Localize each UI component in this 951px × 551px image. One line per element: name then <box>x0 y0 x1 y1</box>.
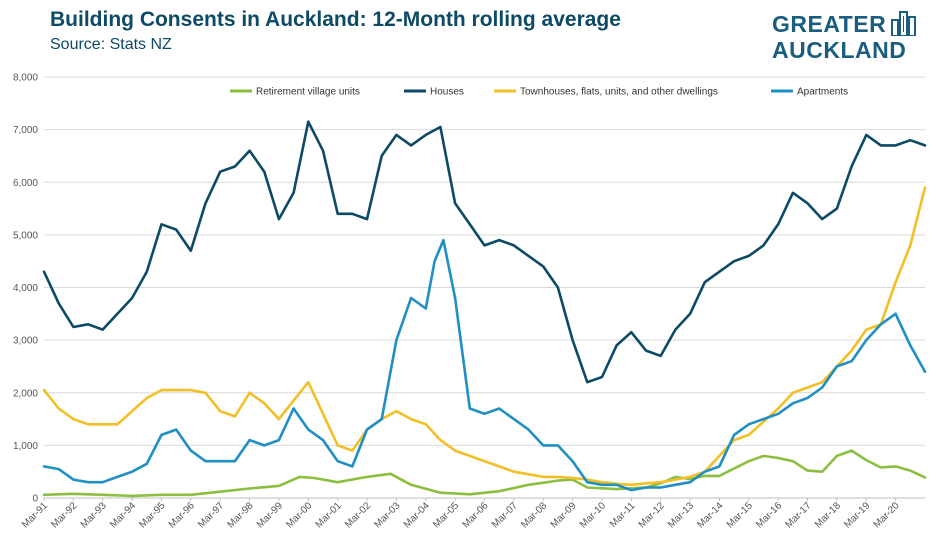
legend-label: Townhouses, flats, units, and other dwel… <box>520 87 718 98</box>
y-tick-label: 4,000 <box>13 283 38 294</box>
logo-line-1: GREATER <box>772 11 887 37</box>
x-tick-label: Mar-03 <box>372 500 402 530</box>
x-tick-label: Mar-08 <box>519 500 549 530</box>
x-tick-label: Mar-96 <box>167 500 197 530</box>
x-tick-label: Mar-20 <box>872 500 902 530</box>
gridlines <box>44 76 925 499</box>
x-tick-label: Mar-04 <box>402 500 432 530</box>
x-tick-label: Mar-02 <box>343 500 373 530</box>
x-tick-label: Mar-93 <box>79 500 109 530</box>
x-tick-label: Mar-94 <box>108 500 138 530</box>
series-line-retirement-village-units <box>42 449 927 498</box>
x-tick-label: Mar-92 <box>49 500 79 530</box>
x-tick-label: Mar-09 <box>549 500 579 530</box>
x-tick-label: Mar-91 <box>20 500 50 530</box>
x-tick-label: Mar-18 <box>813 500 843 530</box>
x-tick-label: Mar-07 <box>490 500 520 530</box>
y-tick-label: 1,000 <box>13 441 38 452</box>
chart-title: Building Consents in Auckland: 12-Month … <box>50 8 621 31</box>
x-tick-label: Mar-17 <box>783 500 813 530</box>
legend-label: Retirement village units <box>256 87 360 98</box>
x-tick-label: Mar-15 <box>725 500 755 530</box>
greater-auckland-logo: GREATER AUCKLAND <box>772 10 932 66</box>
x-tick-label: Mar-97 <box>196 500 226 530</box>
legend-label: Apartments <box>797 87 848 98</box>
x-tick-label: Mar-16 <box>754 500 784 530</box>
y-tick-label: 2,000 <box>13 388 38 399</box>
legend-label: Houses <box>430 87 464 98</box>
x-tick-label: Mar-01 <box>314 500 344 530</box>
y-tick-label: 6,000 <box>13 178 38 189</box>
x-tick-label: Mar-99 <box>255 500 285 530</box>
x-tick-label: Mar-19 <box>842 500 872 530</box>
x-tick-label: Mar-05 <box>431 500 461 530</box>
series-line-townhouses-flats-units-and-other-dwellings <box>42 186 927 487</box>
series-lines <box>42 120 927 498</box>
x-axis-ticks: Mar-91 Mar-92 Mar-93 Mar-94 Mar-95 Mar-96 Mar-… <box>20 498 902 531</box>
x-tick-label: Mar-13 <box>666 500 696 530</box>
x-tick-label: Mar-00 <box>284 500 314 530</box>
legend: Retirement village units Houses Townhouses… <box>230 87 848 98</box>
y-tick-label: 7,000 <box>13 125 38 136</box>
x-tick-label: Mar-14 <box>695 500 725 530</box>
chart-subtitle: Source: Stats NZ <box>50 36 172 53</box>
y-tick-label: 0 <box>32 494 38 505</box>
logo-line-2: AUCKLAND <box>772 37 907 63</box>
y-tick-label: 8,000 <box>13 73 38 84</box>
x-tick-label: Mar-12 <box>637 500 667 530</box>
series-line-apartments <box>42 238 927 492</box>
y-tick-label: 5,000 <box>13 230 38 241</box>
x-tick-label: Mar-98 <box>226 500 256 530</box>
x-tick-label: Mar-11 <box>608 500 638 530</box>
y-axis-ticks: 0 1,000 2,000 3,000 4,000 5,000 6,000 7,000 8,00… <box>13 73 38 505</box>
city-skyline-icon <box>891 11 916 36</box>
y-tick-label: 3,000 <box>13 336 38 347</box>
x-tick-label: Mar-95 <box>137 500 167 530</box>
series-line-houses <box>42 120 927 384</box>
x-tick-label: Mar-06 <box>460 500 490 530</box>
x-tick-label: Mar-10 <box>578 500 608 530</box>
